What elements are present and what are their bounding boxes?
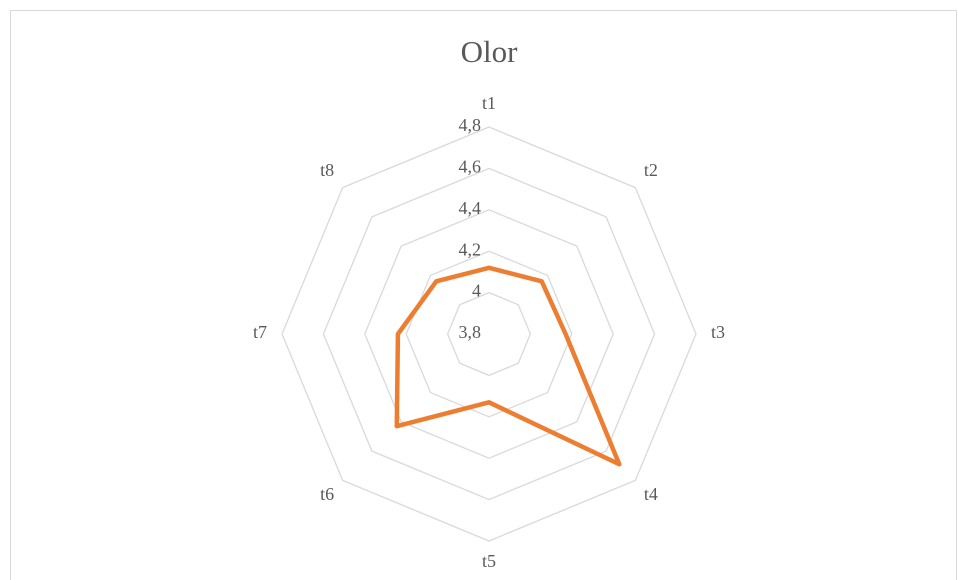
axis-label: t1	[482, 93, 496, 113]
axis-label: t4	[644, 484, 658, 504]
r-tick-label: 4,2	[459, 239, 482, 259]
grid-ring	[281, 126, 697, 542]
r-tick-label: 4,8	[459, 115, 482, 135]
grid-ring	[364, 209, 614, 459]
r-tick-label: 4,4	[459, 198, 482, 218]
axis-label: t7	[253, 322, 267, 342]
grid-ring	[322, 167, 656, 501]
axis-label: t5	[482, 551, 496, 571]
grid-ring	[446, 291, 532, 377]
axis-label: t2	[644, 160, 658, 180]
r-tick-label: 4	[472, 281, 481, 301]
r-tick-label: 3,8	[459, 322, 482, 342]
axis-label: t8	[320, 160, 334, 180]
series-line	[394, 265, 622, 467]
grid-ring	[405, 250, 573, 418]
r-tick-label: 4,6	[459, 157, 482, 177]
chart-title: Olor	[461, 34, 519, 69]
axis-label: t3	[711, 322, 725, 342]
axis-label: t6	[320, 484, 334, 504]
